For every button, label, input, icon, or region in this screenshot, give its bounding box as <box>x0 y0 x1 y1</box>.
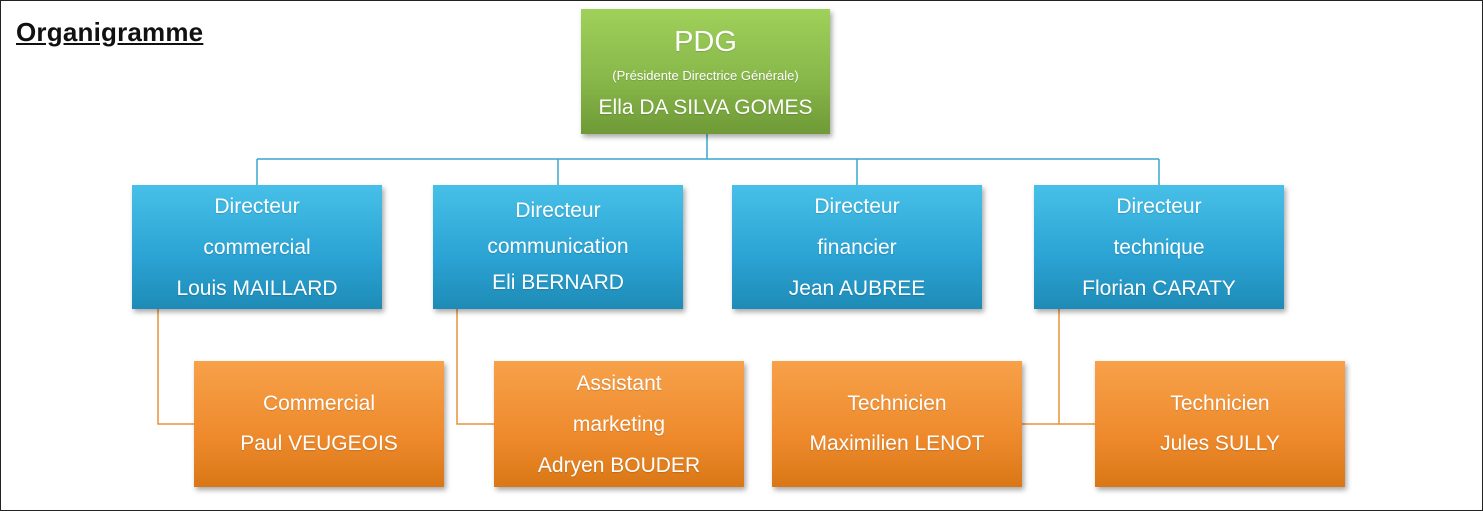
staff-commercial-name: Paul VEUGEOIS <box>240 432 398 455</box>
director-technique-title: Directeur <box>1116 194 1202 218</box>
director-commercial-title: Directeur <box>214 194 300 218</box>
connector-technicians <box>1058 309 1095 425</box>
director-communication-title: Directeur <box>515 199 601 222</box>
director-communication-department: communication <box>487 235 629 258</box>
director-communication-name: Eli BERNARD <box>492 271 624 294</box>
director-technique-name: Florian CARATY <box>1082 276 1236 300</box>
staff-commercial-box: Commercial Paul VEUGEOIS <box>194 361 444 487</box>
ceo-box: PDG (Présidente Directrice Générale) Ell… <box>581 9 830 134</box>
connector-marketing <box>456 309 494 425</box>
ceo-subtitle: (Présidente Directrice Générale) <box>612 67 799 83</box>
director-commercial-department: commercial <box>203 235 311 259</box>
staff-technicien-sully-role: Technicien <box>1170 392 1270 415</box>
director-technique-department: technique <box>1113 235 1205 259</box>
director-commercial-name: Louis MAILLARD <box>176 276 338 300</box>
staff-commercial-role: Commercial <box>262 392 375 415</box>
ceo-role: PDG <box>674 25 737 58</box>
staff-technicien-lenot-box: Technicien Maximilien LENOT <box>772 361 1022 487</box>
director-financier-name: Jean AUBREE <box>788 276 926 300</box>
staff-marketing-role-line2: marketing <box>572 412 666 436</box>
director-financier-title: Directeur <box>814 194 900 218</box>
connector-commercial <box>157 309 194 425</box>
staff-technicien-lenot-role: Technicien <box>847 392 947 415</box>
staff-marketing-name: Adryen BOUDER <box>537 453 701 477</box>
director-communication-box: Directeur communication Eli BERNARD <box>433 185 683 309</box>
director-commercial-box: Directeur commercial Louis MAILLARD <box>132 185 382 309</box>
ceo-name: Ella DA SILVA GOMES <box>598 95 813 119</box>
staff-technicien-lenot-name: Maximilien LENOT <box>809 432 985 455</box>
staff-marketing-box: Assistant marketing Adryen BOUDER <box>494 361 744 487</box>
director-technique-box: Directeur technique Florian CARATY <box>1034 185 1284 309</box>
staff-technicien-sully-box: Technicien Jules SULLY <box>1095 361 1345 487</box>
director-financier-box: Directeur financier Jean AUBREE <box>732 185 982 309</box>
staff-marketing-role: Assistant <box>576 371 662 395</box>
director-financier-department: financier <box>817 235 897 259</box>
page-title: Organigramme <box>16 17 204 47</box>
staff-technicien-sully-name: Jules SULLY <box>1160 432 1280 455</box>
